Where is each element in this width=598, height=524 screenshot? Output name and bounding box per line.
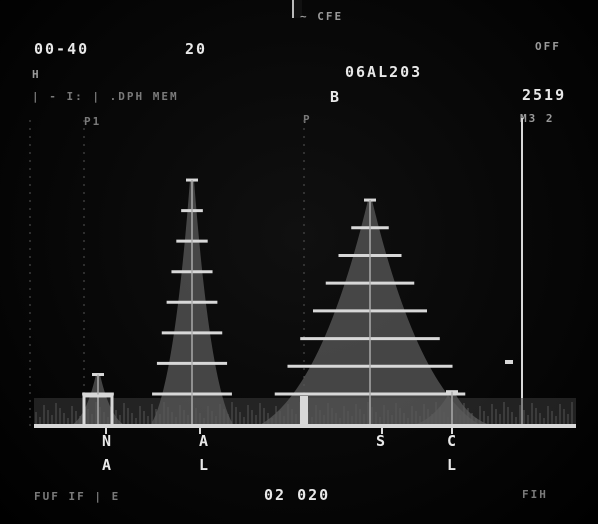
marker-label-left: P1 bbox=[84, 115, 102, 128]
marker-label-right: M3 2 bbox=[520, 112, 555, 125]
top-faint-text: ~ CFE bbox=[300, 10, 344, 23]
peak-label-al-1: A bbox=[199, 432, 211, 450]
range-readout: 00-40 bbox=[34, 40, 90, 58]
small-tick bbox=[505, 360, 513, 364]
footer-value: 02 020 bbox=[264, 486, 331, 504]
mid-marker bbox=[300, 396, 308, 426]
marker-label-mid: P bbox=[303, 113, 312, 126]
count-readout: 2519 bbox=[522, 86, 567, 104]
sample-id: 06AL203 bbox=[345, 63, 423, 81]
peak-label-s: S bbox=[376, 432, 388, 450]
off-label: OFF bbox=[535, 40, 561, 53]
peak-label-cl-1: C bbox=[447, 432, 459, 450]
row3-faint-text: | - I: | .DPH MEM bbox=[32, 90, 179, 103]
channel-letter: B bbox=[330, 88, 342, 106]
footer-left-faint: FUF IF | E bbox=[34, 490, 121, 503]
peak-label-al-2: L bbox=[199, 456, 211, 474]
bezel-tab bbox=[292, 0, 302, 18]
row2-left-label: H bbox=[32, 68, 41, 81]
peak-label-cl-2: L bbox=[447, 456, 459, 474]
footer-right-faint: FIH bbox=[522, 488, 548, 501]
peak-label-na-2: A bbox=[102, 456, 114, 474]
peak-label-na-1: N bbox=[102, 432, 114, 450]
time-readout: 20 bbox=[185, 40, 208, 58]
